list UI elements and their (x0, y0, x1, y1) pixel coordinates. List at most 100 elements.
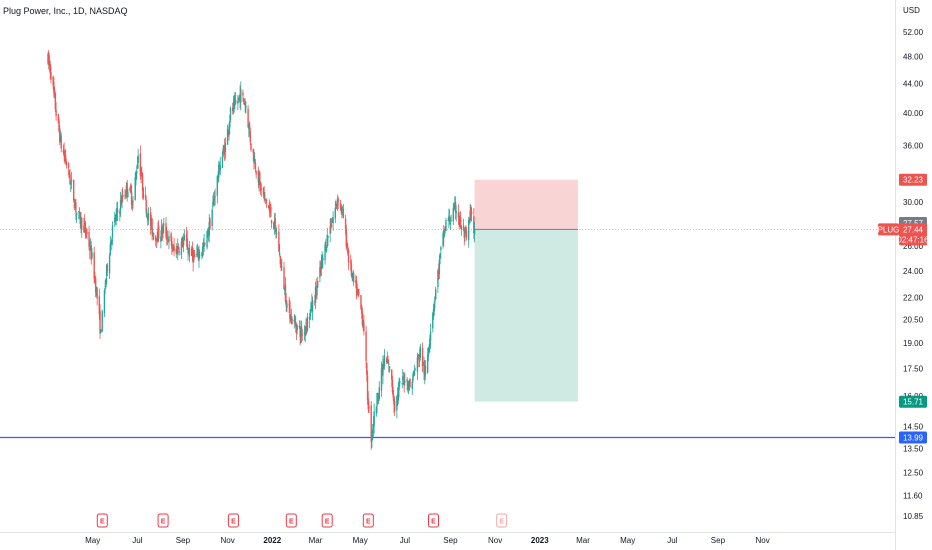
candle-body (306, 324, 308, 328)
horizontal-line-tag: 13.99 (899, 431, 927, 444)
earnings-badge (321, 513, 333, 528)
candle-body (166, 234, 168, 240)
earnings-marker[interactable]: E (496, 513, 508, 528)
candle-body (168, 235, 170, 242)
candle-body (116, 209, 119, 213)
earnings-letter: E (325, 519, 330, 526)
candle-body (136, 164, 139, 169)
candle-body (375, 406, 378, 414)
candle-body (130, 184, 132, 193)
candle-body (111, 225, 114, 238)
take-profit-zone[interactable] (474, 229, 578, 402)
candle-body (352, 272, 355, 283)
candle-body (64, 155, 66, 158)
candle-body (186, 238, 188, 250)
earnings-marker[interactable]: E (227, 513, 239, 528)
earnings-marker[interactable]: E (362, 513, 374, 528)
candle-body (53, 82, 55, 93)
candle-body (171, 248, 174, 251)
time-axis[interactable]: May Jul Sep Nov 2022 Mar May Jul Sep Nov 2023 Mar Ma… (85, 536, 770, 545)
candle-body (237, 101, 239, 104)
candle-body (437, 271, 440, 273)
candle-body (299, 329, 301, 338)
candle-body (188, 247, 191, 257)
candle-body (306, 316, 309, 331)
candle-body (182, 240, 184, 246)
plot-area[interactable] (0, 0, 895, 532)
target-price-tag: 15.71 (899, 395, 927, 408)
x-tick-label: 2022 (263, 536, 281, 545)
candle-body (300, 328, 302, 337)
stop-loss-zone[interactable] (474, 179, 578, 230)
candle-body (346, 243, 348, 247)
earnings-badge (157, 513, 169, 528)
candle-body (275, 233, 278, 234)
candle-body (53, 89, 56, 96)
candle-body (465, 228, 467, 233)
candle-body (223, 146, 226, 155)
candle-body (136, 171, 138, 174)
candle-body (443, 229, 446, 236)
candle-body (399, 381, 401, 383)
candle-body (122, 194, 124, 198)
earnings-marker[interactable]: E (285, 513, 297, 528)
candle-body (218, 163, 221, 173)
candle-body (414, 369, 416, 370)
candle-body (224, 143, 227, 153)
candle-body (341, 208, 343, 212)
stop-price-tag-text: 32.23 (903, 176, 924, 185)
candle-body (206, 231, 208, 248)
candle-body (89, 246, 92, 250)
candle-body (428, 346, 430, 352)
symbol-tag-text: PLUG (878, 225, 900, 234)
earnings-marker[interactable]: E (428, 513, 439, 528)
candle-body (316, 286, 318, 296)
candle-body (199, 254, 201, 256)
candle-body (325, 246, 328, 252)
candle-body (300, 326, 303, 337)
y-tick-label: 20.50 (903, 316, 924, 325)
candle-body (131, 202, 133, 205)
candle-body (242, 92, 244, 96)
candle-body (145, 199, 147, 213)
candle-body (283, 267, 285, 289)
candle-body (234, 100, 236, 103)
candle-body (238, 95, 240, 97)
candle-body (413, 371, 415, 377)
candle-body (442, 233, 444, 247)
candle-body (163, 224, 165, 226)
earnings-marker[interactable]: E (96, 513, 108, 528)
candle-body (386, 359, 389, 364)
candle-body (427, 350, 430, 357)
candle-body (403, 379, 405, 384)
candle-body (109, 244, 112, 255)
candle-body (240, 89, 242, 103)
candle-body (337, 198, 339, 202)
candle-body (460, 226, 463, 230)
candle-body (383, 355, 386, 367)
earnings-badge (428, 513, 439, 528)
candle-body (433, 303, 435, 312)
candle-body (352, 273, 354, 275)
stop-price-tag-bg (899, 173, 927, 186)
candle-body (155, 239, 158, 241)
earnings-marker[interactable]: E (321, 513, 333, 528)
candle-body (90, 245, 92, 260)
candle-body (239, 93, 241, 103)
candle-body (398, 385, 400, 391)
candle-body (172, 246, 175, 249)
x-tick-label: Sep (176, 536, 191, 545)
candle-body (459, 216, 462, 228)
candle-body (196, 248, 199, 252)
candle-body (177, 246, 180, 250)
x-tick-label: Sep (711, 536, 726, 545)
candle-body (127, 191, 129, 198)
candle-body (392, 389, 394, 398)
candle-body (367, 398, 369, 410)
candle-body (223, 148, 225, 152)
candle-body (162, 227, 164, 231)
candle-body (326, 234, 328, 247)
candle-body (281, 266, 283, 267)
earnings-marker[interactable]: E (157, 513, 169, 528)
